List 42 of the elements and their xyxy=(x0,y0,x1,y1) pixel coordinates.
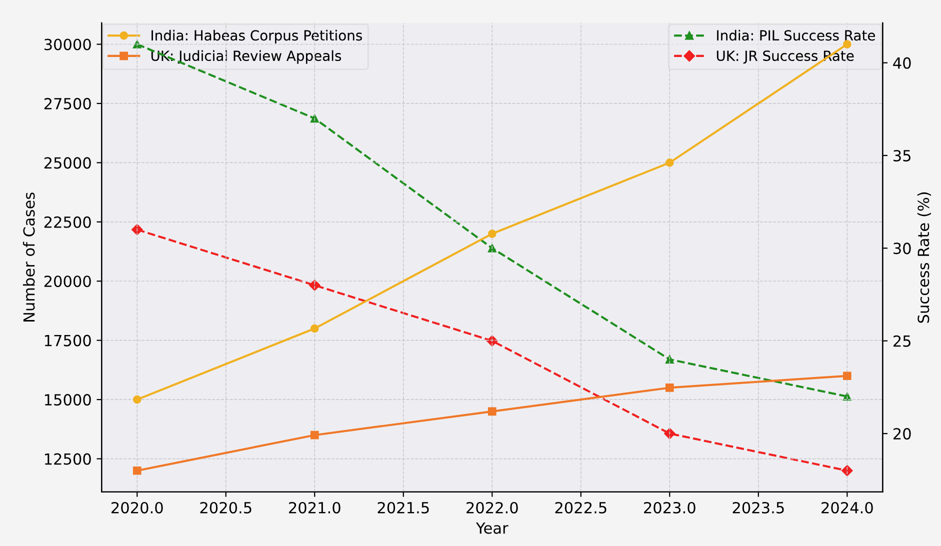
point xyxy=(132,395,142,404)
x-tick-label: 2022.0 xyxy=(466,502,518,514)
x-tick-label: 2021.5 xyxy=(378,502,429,514)
point xyxy=(665,158,674,167)
y2-axis-title: Success Rate (%) xyxy=(917,192,931,323)
x-tick-label: 2020.5 xyxy=(200,502,252,514)
point xyxy=(310,324,319,333)
x-tick-label: 2024.0 xyxy=(822,502,873,514)
point xyxy=(132,466,142,475)
x-tick-label: 2023.0 xyxy=(644,502,696,514)
y2-tick-label: 20 xyxy=(894,428,911,440)
x-tick-label: 2023.5 xyxy=(732,502,784,514)
point xyxy=(842,465,853,476)
point xyxy=(488,244,496,252)
y-tick-label: 15000 xyxy=(44,394,91,406)
y-tick-label: 22500 xyxy=(44,216,91,228)
x-axis-title: Year xyxy=(476,522,508,534)
y-tick-label: 12500 xyxy=(44,453,91,465)
legend-label: India: PIL Success Rate xyxy=(717,30,875,41)
point xyxy=(488,407,496,416)
y-tick-label: 20000 xyxy=(44,276,91,288)
y2-tick-label: 35 xyxy=(894,150,910,162)
y-tick-label: 25000 xyxy=(44,157,91,169)
point xyxy=(488,230,496,238)
y-tick-label: 27500 xyxy=(44,98,91,110)
y-axis-title: Number of Cases xyxy=(22,192,35,322)
legend-label: India: Habeas Corpus Petitions xyxy=(152,30,362,44)
x-tick-label: 2020.0 xyxy=(112,502,163,514)
point xyxy=(664,428,676,440)
x-tick-label: 2022.5 xyxy=(555,502,606,514)
point xyxy=(842,372,852,380)
x-tick-label: 2021.0 xyxy=(289,502,340,514)
point xyxy=(665,384,674,392)
y2-tick-label: 40 xyxy=(893,57,911,69)
y2-tick-label: 30 xyxy=(894,242,911,254)
y2-tick-label: 25 xyxy=(894,335,910,347)
y-tick-label: 30000 xyxy=(44,38,91,50)
y-tick-label: 17500 xyxy=(44,334,91,346)
point xyxy=(842,40,852,48)
point xyxy=(665,355,674,364)
point xyxy=(310,114,319,123)
point xyxy=(310,430,319,440)
